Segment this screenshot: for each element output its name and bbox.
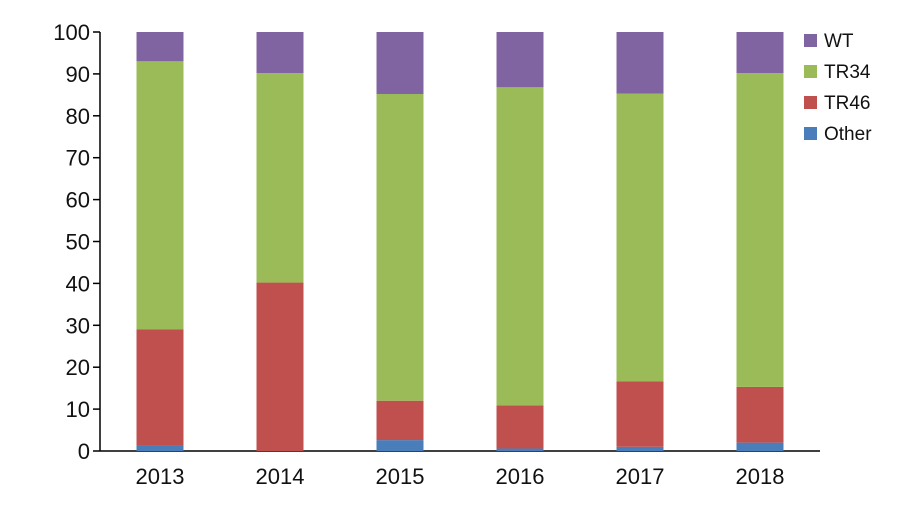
y-tick-label: 60	[66, 188, 90, 213]
bar-segment-tr46	[256, 282, 304, 451]
bar-segment-other	[376, 440, 424, 451]
bar-segment-wt	[496, 32, 544, 88]
y-tick-label: 40	[66, 271, 90, 296]
legend: WT TR34 TR46 Other	[804, 31, 872, 145]
bar-segment-tr34	[136, 61, 184, 330]
bar-segment-tr34	[256, 73, 304, 283]
legend-swatch-tr34	[804, 65, 817, 78]
bar-segment-tr46	[736, 386, 784, 443]
legend-label-tr46: TR46	[824, 93, 870, 114]
x-tick-label: 2013	[136, 464, 185, 489]
bar-segment-wt	[256, 32, 304, 74]
x-axis: 2013 2014 2015 2016 2017 2018	[100, 450, 820, 489]
bar-segment-tr46	[616, 381, 664, 447]
bar-segment-tr46	[496, 405, 544, 449]
bar-segment-wt	[736, 32, 784, 74]
bar-segment-tr46	[376, 400, 424, 441]
x-tick-label: 2014	[256, 464, 305, 489]
y-tick-label: 30	[66, 313, 90, 338]
x-tick-label: 2017	[616, 464, 665, 489]
legend-swatch-tr46	[804, 96, 817, 109]
bar-segment-tr34	[616, 93, 664, 382]
x-tick-label: 2018	[736, 464, 785, 489]
y-tick-label: 0	[78, 439, 90, 464]
bar-segment-other	[136, 445, 184, 451]
legend-label-wt: WT	[824, 31, 854, 52]
legend-swatch-wt	[804, 34, 817, 47]
bar-segment-other	[736, 442, 784, 451]
legend-swatch-other	[804, 127, 817, 140]
bar-segment-wt	[136, 32, 184, 62]
y-tick-label: 100	[53, 20, 90, 45]
y-tick-label: 50	[66, 230, 90, 255]
legend-label-other: Other	[824, 124, 872, 145]
bar-segment-other	[496, 448, 544, 451]
y-tick-label: 90	[66, 62, 90, 87]
bar-segment-tr46	[136, 329, 184, 446]
bar-segment-tr34	[736, 73, 784, 387]
y-tick-label: 70	[66, 146, 90, 171]
x-tick-label: 2016	[496, 464, 545, 489]
y-tick-label: 10	[66, 397, 90, 422]
bar-segment-wt	[376, 32, 424, 95]
bar-segment-tr34	[496, 87, 544, 406]
bars	[136, 32, 784, 451]
y-axis: 0 10 20 30 40 50 60 70 80 90 100	[53, 20, 101, 464]
x-tick-label: 2015	[376, 464, 425, 489]
bar-segment-wt	[616, 32, 664, 94]
legend-label-tr34: TR34	[824, 62, 871, 83]
bar-segment-tr34	[376, 94, 424, 401]
bar-segment-other	[616, 446, 664, 451]
y-tick-label: 80	[66, 104, 90, 129]
y-tick-label: 20	[66, 355, 90, 380]
